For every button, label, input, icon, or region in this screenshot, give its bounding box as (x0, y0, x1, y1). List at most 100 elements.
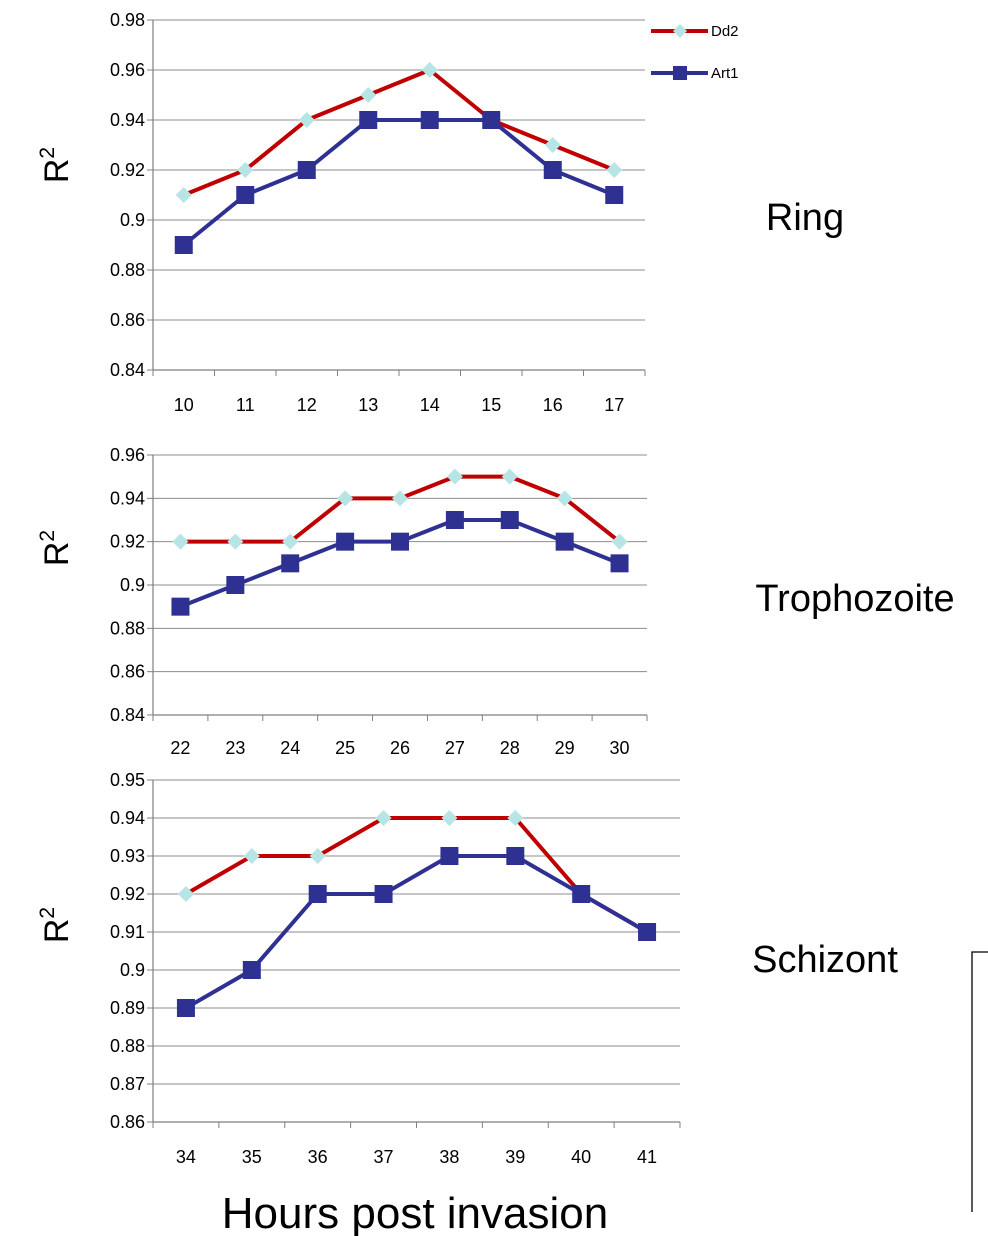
x-tick-label: 26 (390, 738, 410, 758)
y-tick-label: 0.86 (110, 662, 145, 682)
x-tick-label: 39 (505, 1147, 525, 1167)
y-tick-label: 0.9 (120, 575, 145, 595)
data-point-diamond (375, 810, 392, 826)
data-point-diamond (544, 137, 561, 153)
data-point-square (500, 511, 519, 529)
data-point-square (174, 236, 193, 254)
y-tick-label: 0.96 (110, 60, 145, 80)
legend-item-dd2: Dd2 (651, 23, 739, 40)
stage-label: Trophozoite (755, 578, 954, 620)
x-tick-label: 29 (555, 738, 575, 758)
y-tick-label: 0.92 (110, 160, 145, 180)
stage-label: Schizont (752, 939, 898, 981)
data-point-square (336, 532, 355, 551)
data-point-square (572, 885, 591, 903)
data-point-square (176, 999, 195, 1017)
data-point-square (171, 597, 190, 616)
y-axis-label-superscript: 2 (36, 530, 59, 542)
x-tick-label: 36 (308, 1147, 328, 1167)
series-dd2 (172, 468, 628, 550)
data-point-diamond (175, 187, 192, 203)
data-point-diamond (237, 162, 254, 178)
data-point-diamond (177, 886, 194, 902)
y-axis-label-superscript: 2 (36, 147, 59, 159)
x-tick-label: 12 (297, 395, 317, 415)
y-tick-label: 0.87 (110, 1074, 145, 1094)
data-point-square (242, 961, 261, 979)
y-tick-label: 0.88 (110, 260, 145, 280)
y-tick-label: 0.96 (110, 445, 145, 465)
data-point-square (638, 923, 657, 941)
series-line (182, 68, 616, 197)
series-line (180, 474, 621, 544)
data-point-square (555, 532, 574, 551)
data-point-diamond (507, 810, 524, 826)
x-tick-label: 25 (335, 738, 355, 758)
y-tick-label: 0.86 (110, 1112, 145, 1132)
x-tick-label: 13 (358, 395, 378, 415)
x-tick-label: 24 (280, 738, 300, 758)
data-point-diamond (611, 533, 628, 550)
series-art1 (171, 511, 629, 616)
series-line (184, 854, 649, 1010)
x-tick-label: 38 (439, 1147, 459, 1167)
data-point-diamond (360, 87, 377, 103)
data-point-diamond (441, 810, 458, 826)
y-tick-label: 0.89 (110, 998, 145, 1018)
x-tick-label: 23 (225, 738, 245, 758)
series-line (184, 816, 649, 934)
data-point-square (308, 885, 327, 903)
y-tick-label: 0.9 (120, 960, 145, 980)
corner-frame-line (971, 951, 988, 1212)
x-tick-label: 22 (170, 738, 190, 758)
data-point-diamond (337, 490, 354, 507)
y-axis-label: R2 (36, 530, 76, 566)
data-point-square (605, 186, 624, 204)
data-point-square (420, 111, 439, 129)
x-tick-label: 14 (420, 395, 440, 415)
y-axis-label: R2 (36, 907, 76, 943)
panel-trophozoite: 0.84 0.86 0.88 0.9 0.92 0.94 0.96 22 23 24 25 26 27 2… (36, 445, 955, 758)
series-line (182, 118, 616, 247)
data-point-diamond (606, 162, 623, 178)
data-point-square (482, 111, 501, 129)
data-point-diamond (298, 112, 315, 128)
x-tick-label: 11 (236, 395, 255, 415)
y-tick-label: 0.94 (110, 488, 145, 508)
y-tick-label: 0.95 (110, 770, 145, 790)
data-point-diamond (392, 490, 408, 507)
data-point-diamond (282, 533, 299, 550)
data-point-square (391, 532, 409, 551)
y-axis-label-superscript: 2 (36, 907, 59, 919)
y-tick-label: 0.88 (110, 618, 145, 638)
y-axis-label-base: R (38, 542, 76, 567)
data-point-square (445, 511, 464, 529)
legend-item-art1: Art1 (651, 65, 739, 82)
data-point-square (236, 186, 255, 204)
y-tick-label: 0.84 (110, 360, 145, 380)
data-point-square (297, 161, 316, 179)
data-point-square (610, 554, 629, 573)
data-point-diamond (227, 533, 244, 550)
y-axis-label-base: R (38, 159, 76, 184)
stage-label: Ring (766, 197, 844, 239)
series-art1 (174, 111, 624, 254)
x-tick-label: 41 (637, 1147, 657, 1167)
data-point-square (440, 847, 459, 865)
y-tick-label: 0.94 (110, 110, 145, 130)
legend-marker-square (673, 66, 687, 80)
y-tick-label: 0.94 (110, 808, 145, 828)
x-tick-label: 16 (543, 395, 563, 415)
y-tick-label: 0.92 (110, 884, 145, 904)
x-tick-label: 30 (610, 738, 630, 758)
data-point-square (359, 111, 378, 129)
data-point-square (374, 885, 393, 903)
x-tick-label: 40 (571, 1147, 591, 1167)
y-axis-label-base: R (38, 919, 76, 944)
data-point-square (226, 576, 245, 594)
data-point-diamond (556, 490, 573, 507)
legend-label: Art1 (711, 65, 739, 82)
x-tick-label: 10 (174, 395, 194, 415)
